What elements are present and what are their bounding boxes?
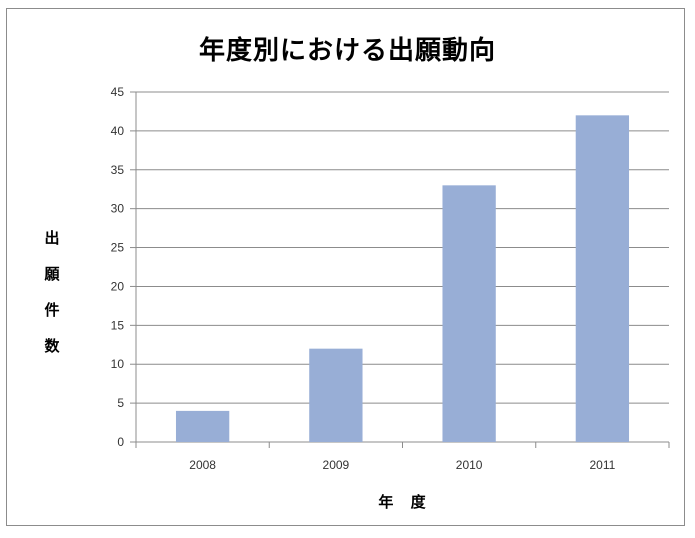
- y-axis-label-char: 出: [44, 229, 60, 247]
- x-tick-label: 2009: [323, 458, 350, 472]
- bar-2009: [309, 348, 363, 442]
- y-tick-label: 20: [111, 279, 125, 293]
- bar-2011: [575, 115, 630, 442]
- x-tick-label: 2011: [589, 458, 615, 472]
- bar-2008: [175, 410, 230, 442]
- y-tick-label: 5: [117, 396, 124, 410]
- y-tick-label: 10: [111, 357, 125, 371]
- y-tick-label: 30: [111, 202, 125, 216]
- y-axis-label: 出願件数: [40, 220, 64, 364]
- y-axis-label-char: 件: [44, 301, 60, 319]
- bar-2010: [442, 185, 496, 443]
- y-tick-label: 40: [111, 124, 125, 138]
- y-tick-label: 15: [111, 318, 125, 332]
- x-tick-label: 2008: [189, 458, 216, 472]
- y-tick-label: 35: [111, 163, 125, 177]
- y-axis-label-char: 数: [44, 337, 60, 355]
- y-tick-label: 25: [111, 241, 125, 255]
- x-tick-label: 2010: [456, 458, 483, 472]
- y-axis-label-char: 願: [44, 265, 60, 283]
- chart-title: 年度別における出願動向: [198, 36, 496, 66]
- x-axis-label: 年 度: [378, 493, 432, 511]
- y-tick-label: 45: [111, 85, 125, 99]
- y-tick-label: 0: [117, 435, 124, 449]
